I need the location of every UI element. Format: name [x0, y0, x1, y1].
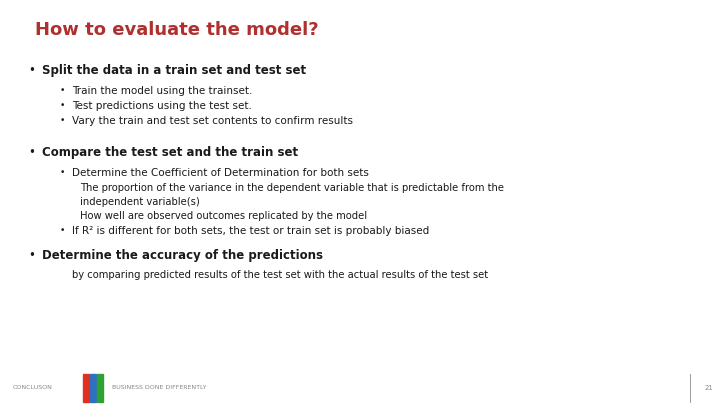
- Text: 21: 21: [704, 385, 713, 391]
- Text: •: •: [60, 86, 66, 95]
- Text: •: •: [60, 168, 66, 177]
- Bar: [97, 374, 103, 402]
- Text: •: •: [28, 249, 35, 262]
- Text: How well are observed outcomes replicated by the model: How well are observed outcomes replicate…: [80, 211, 367, 221]
- Text: Determine the accuracy of the predictions: Determine the accuracy of the prediction…: [42, 249, 323, 262]
- Text: Vary the train and test set contents to confirm results: Vary the train and test set contents to …: [72, 116, 353, 126]
- Text: •: •: [28, 146, 35, 159]
- Bar: [90, 374, 96, 402]
- Text: •: •: [60, 116, 66, 125]
- Text: Compare the test set and the train set: Compare the test set and the train set: [42, 146, 298, 159]
- Text: Train the model using the trainset.: Train the model using the trainset.: [72, 86, 253, 96]
- Text: The proportion of the variance in the dependent variable that is predictable fro: The proportion of the variance in the de…: [80, 183, 504, 193]
- Text: by comparing predicted results of the test set with the actual results of the te: by comparing predicted results of the te…: [72, 270, 488, 279]
- Text: If R² is different for both sets, the test or train set is probably biased: If R² is different for both sets, the te…: [72, 226, 429, 236]
- Text: independent variable(s): independent variable(s): [80, 196, 199, 207]
- Text: CONCLUSON: CONCLUSON: [13, 385, 53, 390]
- Text: Test predictions using the test set.: Test predictions using the test set.: [72, 101, 252, 111]
- Text: •: •: [60, 101, 66, 110]
- Text: •: •: [60, 226, 66, 234]
- Text: Determine the Coefficient of Determination for both sets: Determine the Coefficient of Determinati…: [72, 168, 369, 177]
- Text: Split the data in a train set and test set: Split the data in a train set and test s…: [42, 64, 306, 77]
- Text: •: •: [28, 64, 35, 77]
- Text: How to evaluate the model?: How to evaluate the model?: [35, 21, 319, 39]
- Bar: [83, 374, 89, 402]
- Text: BUSINESS DONE DIFFERENTLY: BUSINESS DONE DIFFERENTLY: [112, 385, 206, 390]
